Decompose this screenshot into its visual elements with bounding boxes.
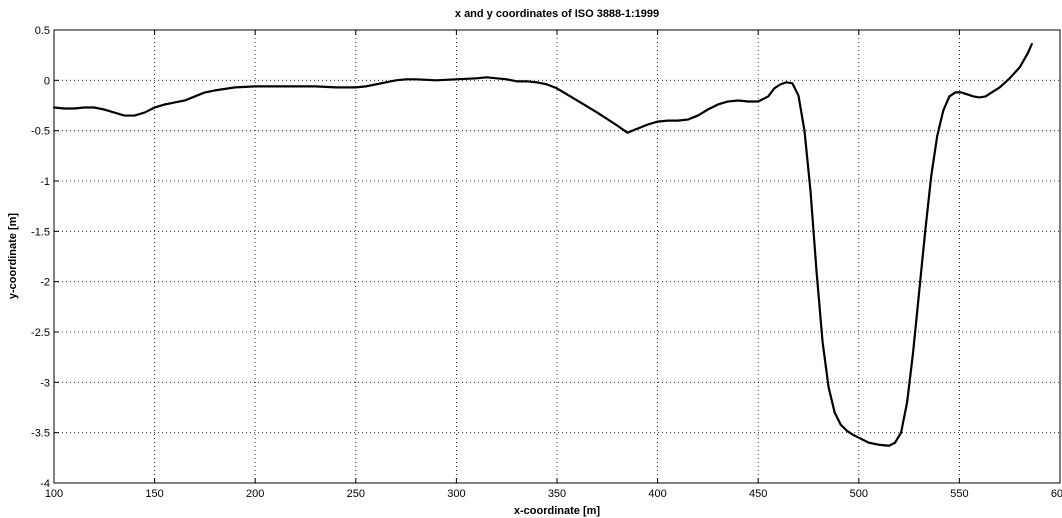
y-tick-label: -1.5 [31,226,50,238]
x-tick-label: 200 [246,488,264,500]
y-tick-label: -1 [40,176,50,188]
y-tick-label: 0 [44,75,50,87]
x-tick-label: 300 [447,488,465,500]
x-tick-label: 600 [1051,488,1062,500]
y-tick-label: -0.5 [31,126,50,138]
y-tick-label: -3.5 [31,428,50,440]
y-tick-labels: 0.5 0 -0.5 -1 -1.5 -2 -2.5 -3 -3.5 -4 [31,25,50,490]
y-tick-label: -2 [40,277,50,289]
x-tick-label: 400 [648,488,666,500]
chart-title: x and y coordinates of ISO 3888-1:1999 [455,8,659,20]
x-tick-label: 250 [347,488,365,500]
x-tick-label: 550 [950,488,968,500]
y-tick-label: 0.5 [35,25,50,37]
x-tick-labels: 100 150 200 250 300 350 400 450 500 550 600 [45,488,1062,500]
y-tick-label: -2.5 [31,327,50,339]
y-tick-label: -4 [40,478,50,490]
x-tick-label: 150 [145,488,163,500]
x-tick-label: 450 [749,488,767,500]
x-axis-label: x-coordinate [m] [514,505,601,517]
x-tick-label: 100 [45,488,63,500]
tick-marks [53,29,1061,484]
y-axis-label: y-coordinate [m] [7,213,19,300]
x-tick-label: 350 [548,488,566,500]
x-tick-label: 500 [850,488,868,500]
y-tick-label: -3 [40,377,50,389]
series-line [52,42,1033,447]
